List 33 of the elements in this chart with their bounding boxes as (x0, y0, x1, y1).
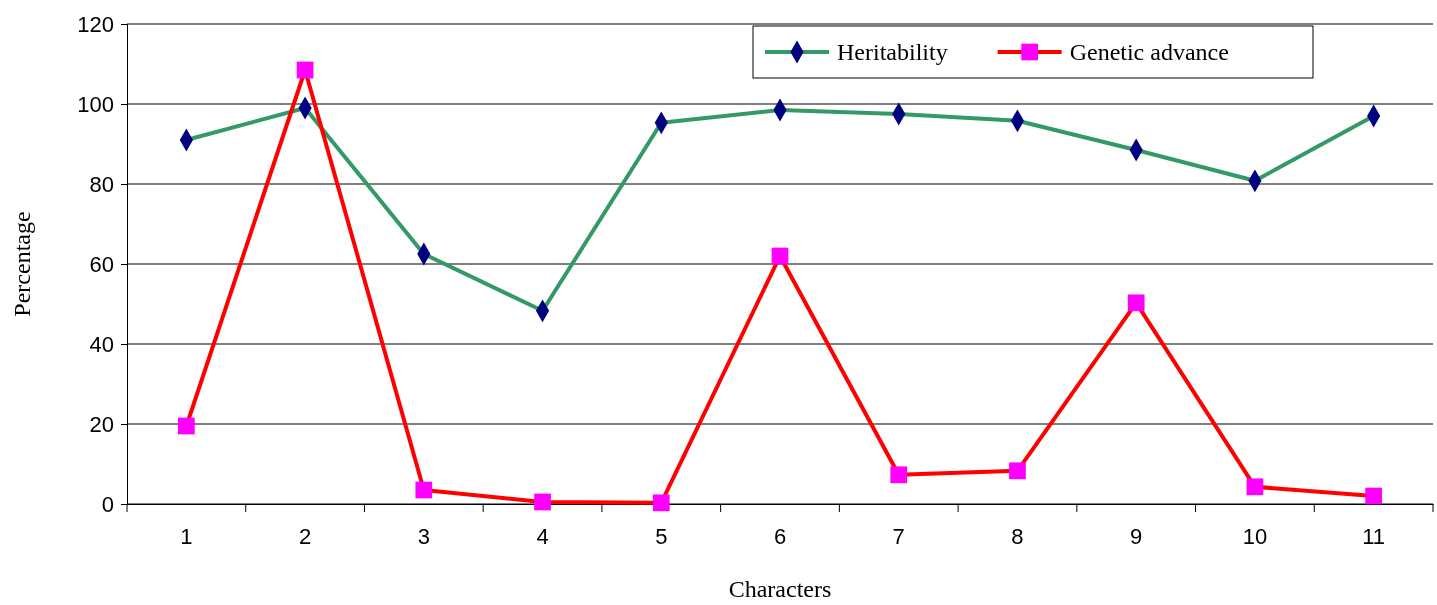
point (890, 466, 908, 484)
x-axis-title: Characters (728, 576, 832, 602)
y-tick-label: 40 (89, 331, 114, 357)
x-tick-label: 4 (536, 523, 549, 549)
point (1127, 294, 1145, 312)
y-tick-label: 20 (89, 411, 114, 437)
x-tick-label: 6 (773, 523, 787, 549)
x-tick-label: 11 (1362, 523, 1386, 549)
x-tick-label: 3 (417, 523, 430, 549)
y-tick-label: 100 (77, 91, 114, 117)
x-tick-label: 7 (892, 523, 905, 549)
x-tick-label: 1 (180, 523, 193, 549)
y-tick-label: 120 (77, 11, 114, 37)
legend-label: Heritability (837, 39, 948, 66)
legend-label: Genetic advance (1069, 39, 1229, 66)
x-tick-label: 8 (1011, 523, 1024, 549)
point (1365, 487, 1382, 505)
x-tick-label: 5 (655, 523, 668, 549)
point (1246, 478, 1264, 496)
point (1009, 462, 1026, 480)
y-tick-label: 80 (89, 171, 114, 197)
x-tick-label: 9 (1130, 523, 1143, 549)
point (534, 493, 551, 511)
y-tick-label: 60 (89, 251, 114, 277)
point (415, 481, 433, 499)
y-axis-title: Percentage (9, 211, 35, 317)
point (652, 494, 670, 512)
x-tick-label: 10 (1242, 523, 1268, 549)
x-tick-label: 2 (298, 523, 312, 549)
y-tick-label: 0 (101, 491, 114, 517)
point (178, 417, 195, 435)
point (771, 247, 789, 265)
point (296, 61, 314, 79)
